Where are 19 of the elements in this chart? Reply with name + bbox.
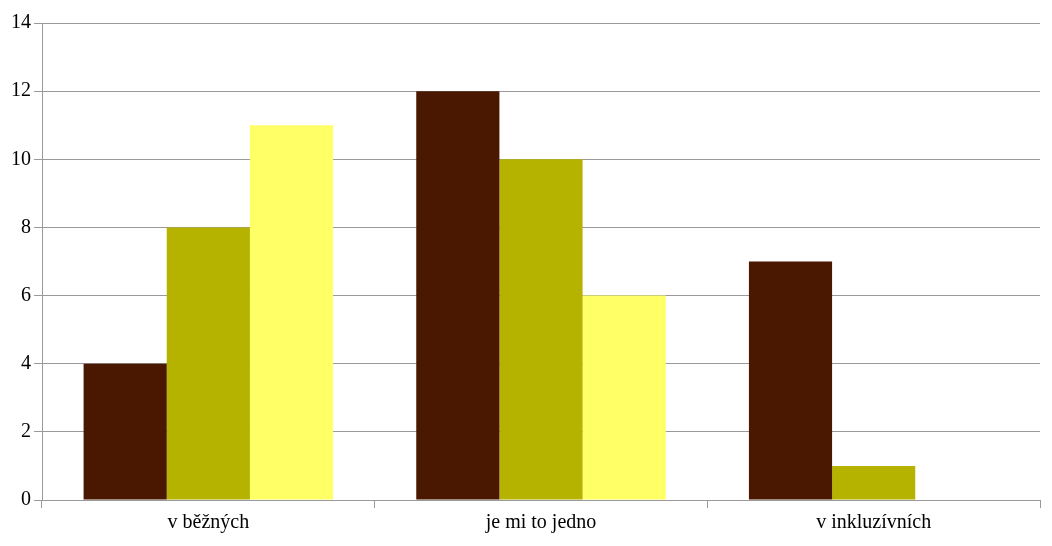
y-tick-label: 10 [11,146,31,169]
bar [499,159,583,500]
y-tick-label: 8 [21,214,31,237]
x-tick-label: v běžných [167,510,250,534]
bar [748,261,833,500]
bar [166,227,250,500]
y-tick-label: 6 [21,282,31,305]
x-tick-label: je mi to jedno [484,510,597,534]
bar [416,91,500,500]
bar [582,295,666,500]
x-tick-label: v inkluzívních [816,510,932,533]
bar [249,125,334,500]
y-tick-label: 2 [21,419,31,442]
y-tick-label: 14 [11,10,31,33]
bar [83,363,167,500]
y-tick-label: 0 [21,487,31,510]
y-tick-label: 12 [11,78,31,101]
bar [832,465,916,500]
y-tick-label: 4 [21,350,31,373]
